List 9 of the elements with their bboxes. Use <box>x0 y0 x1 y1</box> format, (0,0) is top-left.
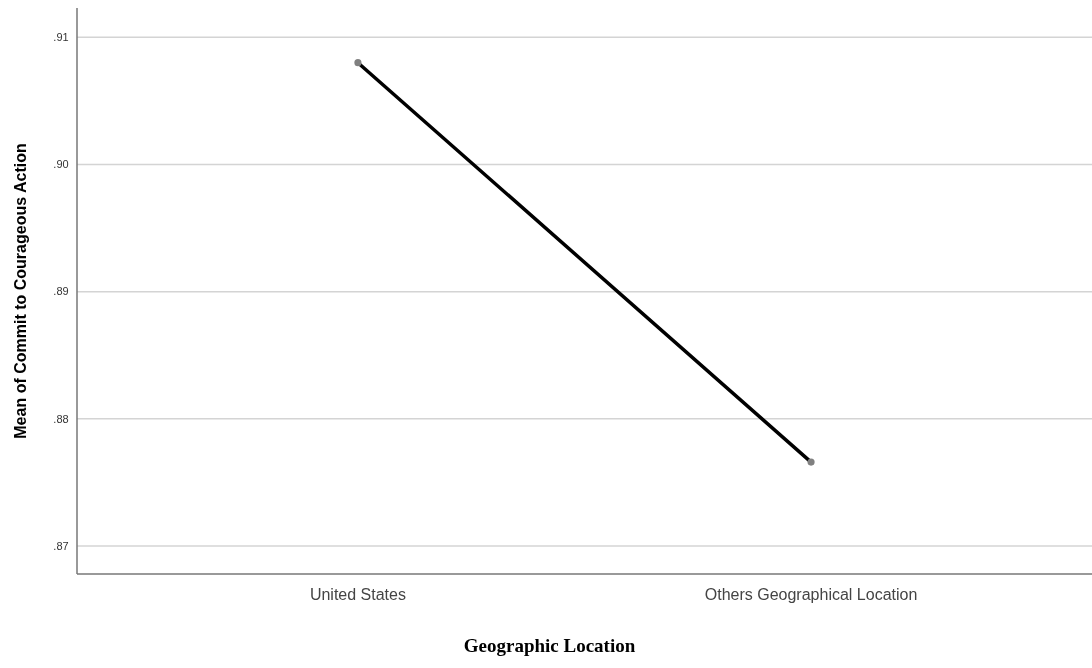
y-axis-title: Mean of Commit to Courageous Action <box>12 143 29 439</box>
x-tick-label: United States <box>309 586 406 603</box>
x-tick-label: Others Geographical Location <box>704 586 918 603</box>
y-tick-label: .91 <box>53 31 69 44</box>
y-tick-label: .87 <box>53 539 69 552</box>
y-tick-label: .90 <box>53 158 69 171</box>
y-tick-label: .89 <box>53 285 69 298</box>
x-axis-title: Geographic Location <box>463 635 636 656</box>
y-tick-label: .88 <box>53 412 69 425</box>
